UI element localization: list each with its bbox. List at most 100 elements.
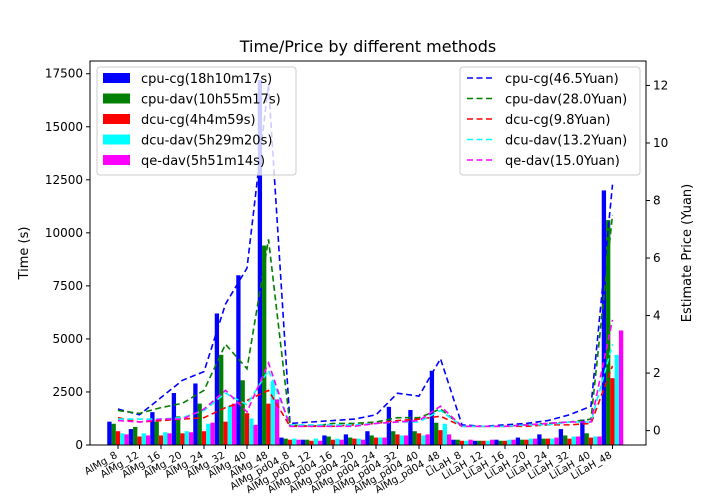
plot-frame bbox=[89, 60, 647, 446]
bar-dcu-dav-LiLaH_40 bbox=[593, 436, 598, 445]
bar-dcu-dav-AlMg_20 bbox=[184, 431, 189, 445]
bar-dcu-cg-AlMg_16 bbox=[158, 435, 164, 445]
bar-qe-dav-AlMg_8 bbox=[124, 434, 129, 445]
bar-dcu-dav-AlMg_pd04_40 bbox=[421, 435, 426, 445]
bar-dcu-dav-AlMg_48 bbox=[270, 381, 275, 445]
bar-dcu-dav-AlMg_pd04_16 bbox=[335, 438, 340, 445]
bar-dcu-cg-AlMg_32 bbox=[223, 421, 228, 445]
line-qe-dav bbox=[117, 319, 614, 428]
bar-dcu-dav-AlMg_32 bbox=[227, 405, 232, 445]
legend-label: cpu-dav(10h55m17s) bbox=[141, 93, 281, 108]
bar-dcu-cg-AlMg_pd04_8 bbox=[287, 439, 293, 445]
bar-cpu-cg-AlMg_pd04_16 bbox=[322, 435, 327, 445]
bar-cpu-dav-AlMg_32 bbox=[219, 354, 224, 445]
bar-dcu-cg-AlMg_40 bbox=[244, 413, 250, 445]
legend-label: cpu-cg(18h10m17s) bbox=[141, 72, 272, 87]
bar-cpu-dav-AlMg_pd04_12 bbox=[305, 439, 310, 445]
bar-cpu-cg-AlMg_8 bbox=[107, 421, 112, 445]
bar-dcu-cg-AlMg_pd04_20 bbox=[352, 438, 357, 445]
bar-qe-dav-AlMg_40 bbox=[253, 424, 258, 445]
bar-dcu-dav-AlMg_16 bbox=[163, 432, 168, 445]
legend-swatch bbox=[103, 155, 130, 165]
bar-dcu-dav-LiLaH_32 bbox=[571, 436, 576, 445]
legend-label: dcu-cg(9.8Yuan) bbox=[505, 113, 610, 128]
bar-dcu-dav-AlMg_pd04_32 bbox=[399, 435, 404, 445]
bar-cpu-dav-LiLaH_8 bbox=[455, 439, 460, 445]
x-axis: AlMg_8AlMg_12AlMg_16AlMg_20AlMg_24AlMg_3… bbox=[83, 445, 614, 496]
bar-dcu-dav-AlMg_40 bbox=[249, 418, 254, 445]
bar-cpu-cg-AlMg_pd04_40 bbox=[408, 409, 413, 445]
bar-qe-dav-AlMg_16 bbox=[167, 433, 172, 445]
bar-cpu-dav-LiLaH_40 bbox=[584, 433, 589, 445]
bar-cpu-cg-LiLaH_40 bbox=[580, 419, 585, 445]
bar-cpu-dav-LiLaH_32 bbox=[563, 435, 568, 445]
bar-dcu-cg-AlMg_24 bbox=[201, 431, 207, 445]
bar-cpu-cg-AlMg_20 bbox=[171, 393, 177, 445]
y2-tick-label: 12 bbox=[653, 78, 668, 92]
bar-qe-dav-LiLaH_32 bbox=[575, 436, 581, 445]
y2-tick-label: 8 bbox=[653, 194, 661, 208]
y-axis-label: Time (s) bbox=[17, 227, 32, 281]
bar-dcu-cg-LiLaH_48 bbox=[610, 378, 615, 445]
bar-cpu-dav-AlMg_20 bbox=[176, 416, 181, 445]
bar-dcu-cg-AlMg_pd04_16 bbox=[330, 439, 336, 445]
bar-dcu-cg-AlMg_pd04_24 bbox=[373, 437, 379, 445]
bar-dcu-cg-AlMg_pd04_12 bbox=[309, 440, 314, 445]
y-tick-label: 10000 bbox=[45, 226, 83, 240]
bar-dcu-cg-LiLaH_24 bbox=[545, 438, 551, 445]
bar-cpu-dav-LiLaH_16 bbox=[498, 440, 503, 445]
bar-dcu-dav-LiLaH_20 bbox=[528, 438, 533, 445]
line-cpu-dav bbox=[117, 214, 614, 428]
bar-qe-dav-LiLaH_20 bbox=[532, 438, 538, 445]
y2-tick-label: 0 bbox=[653, 424, 661, 438]
bar-cpu-dav-AlMg_pd04_40 bbox=[412, 431, 417, 445]
bar-cpu-cg-AlMg_24 bbox=[193, 383, 198, 445]
bar-qe-dav-LiLaH_8 bbox=[468, 439, 473, 445]
y-tick-label: 0 bbox=[75, 438, 83, 452]
bar-dcu-dav-LiLaH_8 bbox=[464, 440, 469, 445]
bar-dcu-dav-LiLaH_16 bbox=[507, 439, 512, 445]
legend-label: qe-dav(5h51m14s) bbox=[141, 154, 265, 169]
bar-dcu-dav-LiLaH_12 bbox=[485, 440, 490, 445]
bar-qe-dav-LiLaH_12 bbox=[489, 439, 495, 445]
bar-dcu-cg-AlMg_pd04_40 bbox=[416, 433, 422, 445]
bar-qe-dav-AlMg_pd04_48 bbox=[446, 434, 452, 445]
legend-swatch bbox=[103, 134, 130, 145]
legend-bars: cpu-cg(18h10m17s) cpu-dav(10h55m17s) dcu-c… bbox=[96, 66, 297, 176]
bar-qe-dav-AlMg_pd04_8 bbox=[296, 439, 301, 445]
bar-cpu-dav-AlMg_pd04_32 bbox=[391, 431, 396, 445]
bar-qe-dav-AlMg_20 bbox=[188, 432, 194, 445]
bar-qe-dav-AlMg_pd04_12 bbox=[317, 440, 323, 445]
bar-cpu-dav-LiLaH_12 bbox=[477, 440, 482, 445]
bar-cpu-cg-LiLaH_8 bbox=[451, 439, 456, 445]
bar-cpu-dav-AlMg_8 bbox=[111, 423, 116, 445]
bar-dcu-dav-LiLaH_24 bbox=[550, 438, 555, 445]
bar-dcu-cg-AlMg_20 bbox=[180, 433, 185, 445]
bar-dcu-cg-AlMg_pd04_32 bbox=[395, 434, 400, 445]
bar-qe-dav-LiLaH_24 bbox=[554, 437, 559, 445]
legend-swatch bbox=[103, 73, 130, 83]
bar-cpu-dav-AlMg_48 bbox=[262, 245, 267, 445]
bar-dcu-dav-AlMg_pd04_24 bbox=[378, 437, 383, 445]
bar-cpu-cg-AlMg_pd04_24 bbox=[365, 431, 370, 445]
bar-dcu-cg-LiLaH_16 bbox=[502, 440, 508, 445]
bar-cpu-cg-AlMg_12 bbox=[128, 429, 134, 445]
bar-cpu-cg-LiLaH_48 bbox=[601, 190, 607, 445]
bar-dcu-dav-AlMg_pd04_20 bbox=[356, 438, 361, 445]
legend-box bbox=[459, 66, 641, 176]
bar-cpu-cg-AlMg_pd04_20 bbox=[343, 434, 349, 445]
y2-tick-label: 6 bbox=[653, 251, 661, 265]
y-tick-label: 15000 bbox=[45, 120, 83, 134]
bar-qe-dav-AlMg_pd04_20 bbox=[360, 439, 366, 445]
bar-dcu-dav-AlMg_pd04_8 bbox=[292, 438, 297, 445]
legend-label: cpu-dav(28.0Yuan) bbox=[505, 93, 627, 108]
bar-dcu-dav-AlMg_pd04_12 bbox=[313, 438, 318, 445]
bar-cpu-cg-AlMg_pd04_32 bbox=[386, 406, 392, 445]
bar-dcu-dav-LiLaH_48 bbox=[614, 354, 619, 445]
y-axis-right: 0 2 4 6 8 10 12 bbox=[646, 78, 668, 438]
bar-cpu-dav-LiLaH_20 bbox=[520, 439, 525, 445]
bar-qe-dav-AlMg_32 bbox=[231, 403, 237, 445]
bar-cpu-dav-AlMg_pd04_20 bbox=[348, 437, 353, 445]
